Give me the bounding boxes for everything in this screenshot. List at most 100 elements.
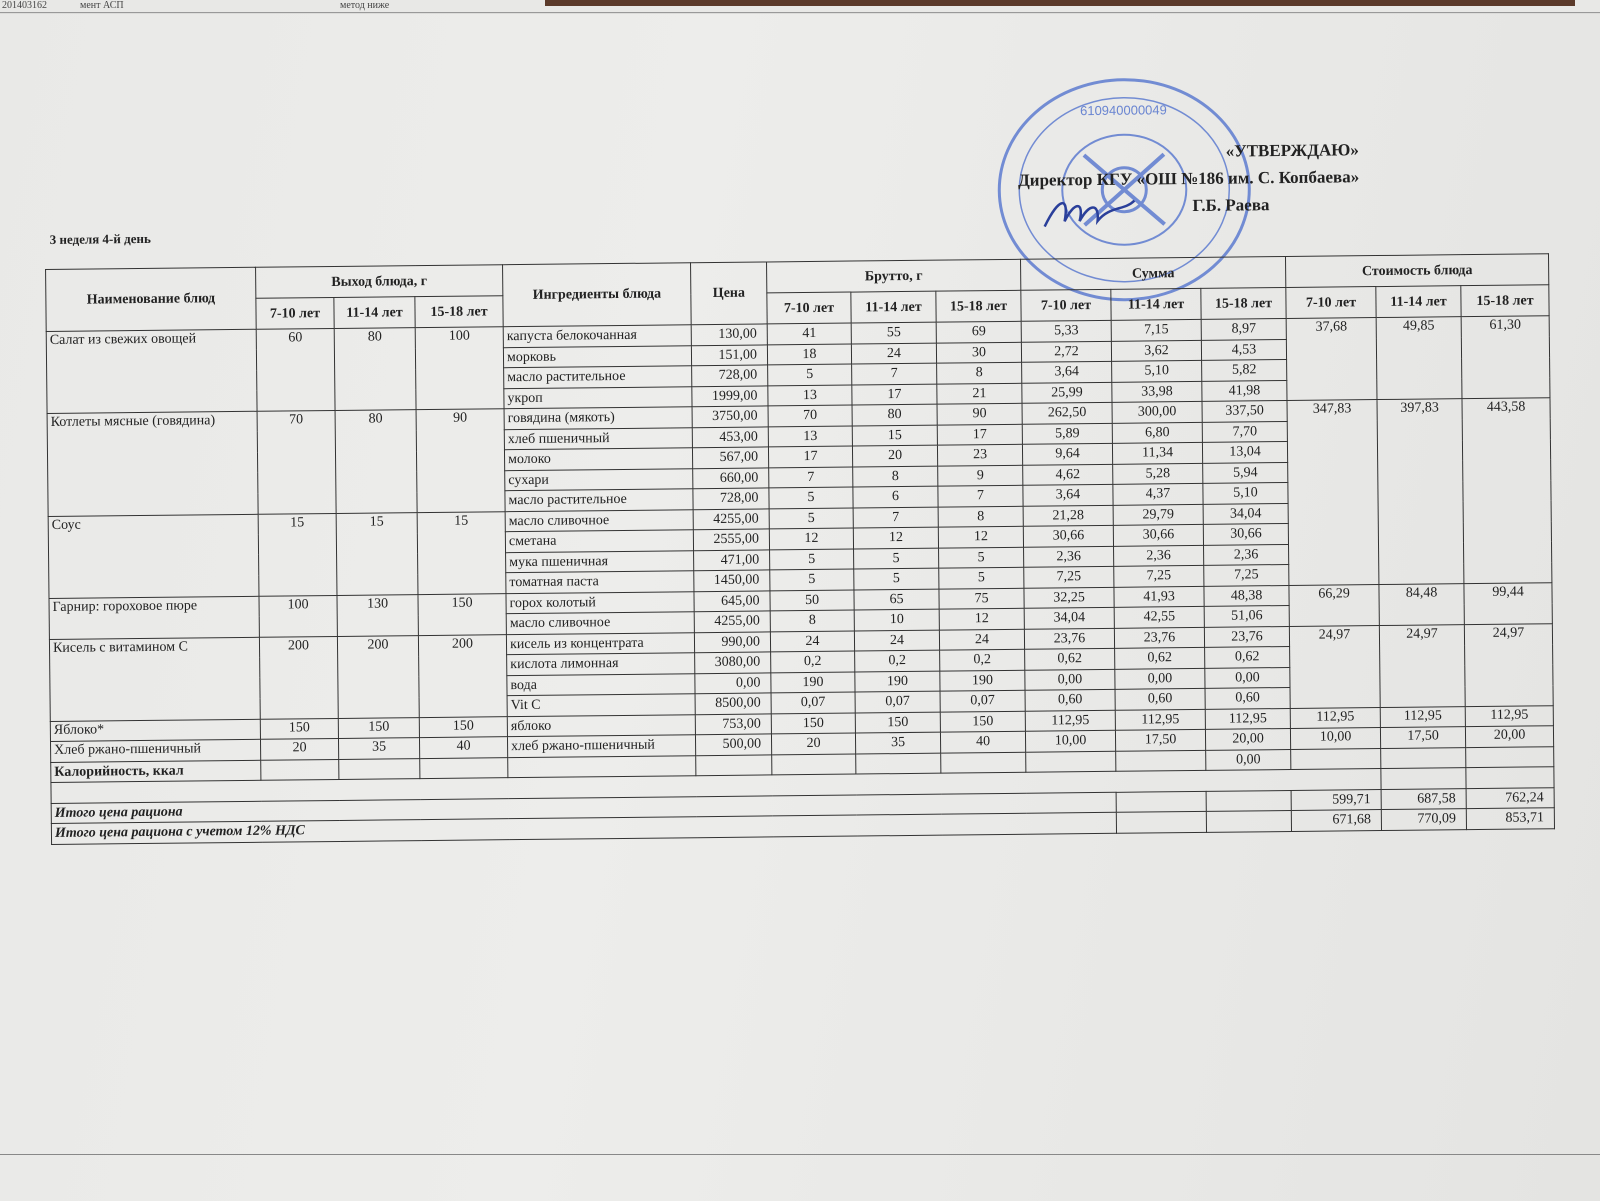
dish-cost: 112,95 [1290,707,1381,729]
empty-cell [1380,767,1467,790]
dish-yield: 100 [415,326,505,410]
ingredient-brutto: 5 [769,507,854,529]
approval-name: Г.Б. Раева [1192,195,1270,215]
ingredient-price: 471,00 [693,549,770,571]
header-brutto-age: 7-10 лет [766,292,852,324]
header-cost-age: 11-14 лет [1375,285,1462,318]
ingredient-sum: 300,00 [1112,401,1203,423]
ingredient-brutto: 0,07 [940,690,1026,712]
ingredient-sum: 5,33 [1021,320,1112,342]
ingredient-sum: 23,76 [1024,627,1115,650]
dish-yield: 70 [257,410,337,514]
ingredient-sum: 29,79 [1113,503,1204,526]
ingredient-name: горох колотый [505,591,695,614]
dish-name: Котлеты мясные (говядина) [47,411,259,516]
ingredient-sum: 33,98 [1111,380,1203,403]
dish-yield: 80 [335,409,418,513]
dish-cost: 37,68 [1286,317,1378,401]
total-value: 770,09 [1381,808,1467,831]
ingredient-brutto: 6 [852,486,939,508]
ingredient-price: 1450,00 [693,569,770,592]
ingredient-brutto: 20 [771,733,856,755]
background-edge [545,0,1575,6]
header-sum-age: 11-14 лет [1110,288,1202,321]
header-yield-age: 7-10 лет [255,297,335,330]
ingredient-sum: 0,62 [1024,648,1115,670]
ingredient-sum: 32,25 [1023,586,1115,609]
empty-cell [855,752,941,775]
header-brutto: Брутто, г [766,259,1021,293]
ingredient-brutto: 18 [767,343,852,365]
ingredient-name: масло сливочное [505,509,694,532]
dish-cost: 24,97 [1379,624,1466,708]
ingredient-sum: 262,50 [1022,402,1113,424]
dish-cost: 49,85 [1376,316,1463,400]
empty-cell [1025,750,1116,773]
ingredient-sum: 13,04 [1202,441,1288,463]
ingredient-brutto: 17 [937,423,1023,446]
ingredient-brutto: 5 [769,548,854,570]
ingredient-name: сухари [504,468,693,491]
empty-cell [771,753,856,775]
dish-cost: 24,97 [1464,623,1554,707]
ingredient-brutto: 12 [939,608,1025,630]
ingredient-brutto: 8 [936,362,1022,384]
ingredient-name: говядина (мякоть) [504,406,693,430]
ingredient-sum: 41,98 [1201,380,1288,402]
ingredient-brutto: 24 [854,629,940,652]
ingredient-brutto: 5 [853,547,939,570]
ingredient-brutto: 5 [938,567,1024,589]
ingredient-sum: 0,60 [1205,687,1291,709]
ingredient-sum: 112,95 [1115,708,1206,731]
header-cost-age: 7-10 лет [1285,286,1377,319]
ingredient-sum: 42,55 [1114,606,1205,628]
ingredient-sum: 8,97 [1201,318,1287,340]
dish-yield: 80 [334,327,417,411]
ingredient-sum: 17,50 [1115,729,1206,751]
ingredient-sum: 10,00 [1025,730,1116,752]
ingredient-sum: 112,95 [1205,707,1291,730]
ingredient-name: масло сливочное [506,611,695,635]
signature [1043,199,1136,228]
ingredient-sum: 5,94 [1202,461,1288,484]
dish-yield: 60 [256,328,336,412]
ingredient-brutto: 0,2 [770,651,855,673]
ingredient-sum: 0,00 [1204,666,1291,689]
ingredient-brutto: 75 [938,587,1025,610]
ingredient-price: 990,00 [694,631,771,653]
ingredient-brutto: 7 [853,506,939,529]
ingredient-sum: 30,66 [1203,523,1289,545]
header-sum-age: 7-10 лет [1020,289,1112,322]
ingredient-name: капуста белокочанная [503,324,692,348]
ingredient-sum: 2,36 [1023,545,1114,568]
ingredient-sum: 20,00 [1205,728,1291,750]
dish-name: Соус [48,513,259,598]
header-price: Цена [690,261,768,325]
ingredient-brutto: 20 [852,445,938,467]
ingredient-brutto: 0,07 [855,691,941,713]
ingredient-price: 660,00 [692,467,769,489]
ingredient-sum: 6,80 [1112,421,1203,444]
dish-yield: 90 [416,408,506,513]
dish-cost: 24,97 [1289,625,1381,708]
empty-cell [695,754,772,776]
dish-name: Салат из свежих овощей [46,329,258,414]
ingredient-brutto: 65 [853,588,940,611]
ingredient-name: морковь [503,345,692,368]
dish-yield: 100 [258,594,338,637]
ingredient-sum: 41,93 [1113,585,1205,608]
empty-cell [338,758,420,780]
dish-name: Гарнир: гороховое пюре [48,595,260,639]
dish-yield: 15 [417,511,506,595]
dish-yield: 15 [258,512,337,596]
ingredient-price: 130,00 [691,323,768,346]
approval-block: «УТВЕРЖДАЮ» Директор КГУ «ОШ №186 им. С.… [939,136,1360,221]
approval-position: Директор КГУ «ОШ №186 им. С. Копбаева» [1017,167,1360,190]
ingredient-sum: 0,62 [1114,647,1205,669]
ingredient-brutto: 24 [939,628,1025,651]
empty-cell [1465,746,1554,768]
total-value: 762,24 [1466,787,1555,809]
ingredient-sum: 34,04 [1024,607,1115,629]
ingredient-sum: 2,36 [1203,543,1289,566]
ingredient-sum: 3,62 [1111,339,1202,362]
